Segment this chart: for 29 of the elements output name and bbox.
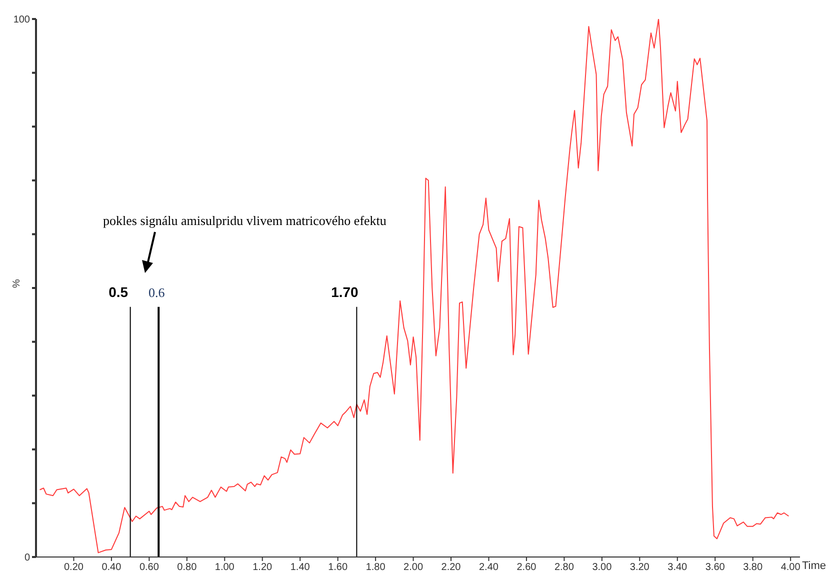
ref-line-label: 1.70 — [331, 284, 359, 300]
x-tick-label: 4.00 — [780, 562, 801, 574]
ref-line-label: 0.6 — [148, 284, 166, 300]
x-axis-title: Time — [802, 560, 826, 572]
x-tick-label: 1.40 — [290, 562, 310, 574]
ref-line-label: 0.5 — [108, 284, 128, 300]
x-tick-label: 3.00 — [592, 562, 612, 574]
x-tick-label: 0.80 — [177, 562, 198, 574]
annotation: pokles signálu amisulpridu vlivem matricového efektu — [103, 213, 386, 229]
x-tick-label: 2.40 — [479, 562, 499, 574]
x-tick-label: 1.80 — [366, 562, 386, 574]
x-tick-label: 2.00 — [404, 562, 424, 574]
x-tick-label: 0.20 — [64, 562, 84, 574]
x-tick-label: 3.20 — [630, 562, 650, 574]
x-tick-label: 2.60 — [516, 562, 537, 574]
x-tick-label: 3.60 — [705, 562, 726, 574]
line-series — [39, 19, 790, 554]
y-tick-label: 0 — [24, 552, 30, 564]
x-tick-label: 3.80 — [743, 562, 764, 574]
x-tick-label: 0.60 — [139, 562, 160, 574]
x-tick-label: 3.40 — [668, 562, 688, 574]
x-tick-label: 0.40 — [102, 562, 122, 574]
y-tick-label: 100 — [13, 14, 30, 26]
x-tick-label: 1.60 — [328, 562, 348, 574]
x-tick-label: 1.00 — [214, 562, 235, 574]
x-tick-label: 2.20 — [441, 562, 462, 574]
y-axis-title: % — [12, 279, 23, 288]
x-tick-label: 2.80 — [554, 562, 574, 574]
x-tick-label: 1.20 — [252, 562, 273, 574]
